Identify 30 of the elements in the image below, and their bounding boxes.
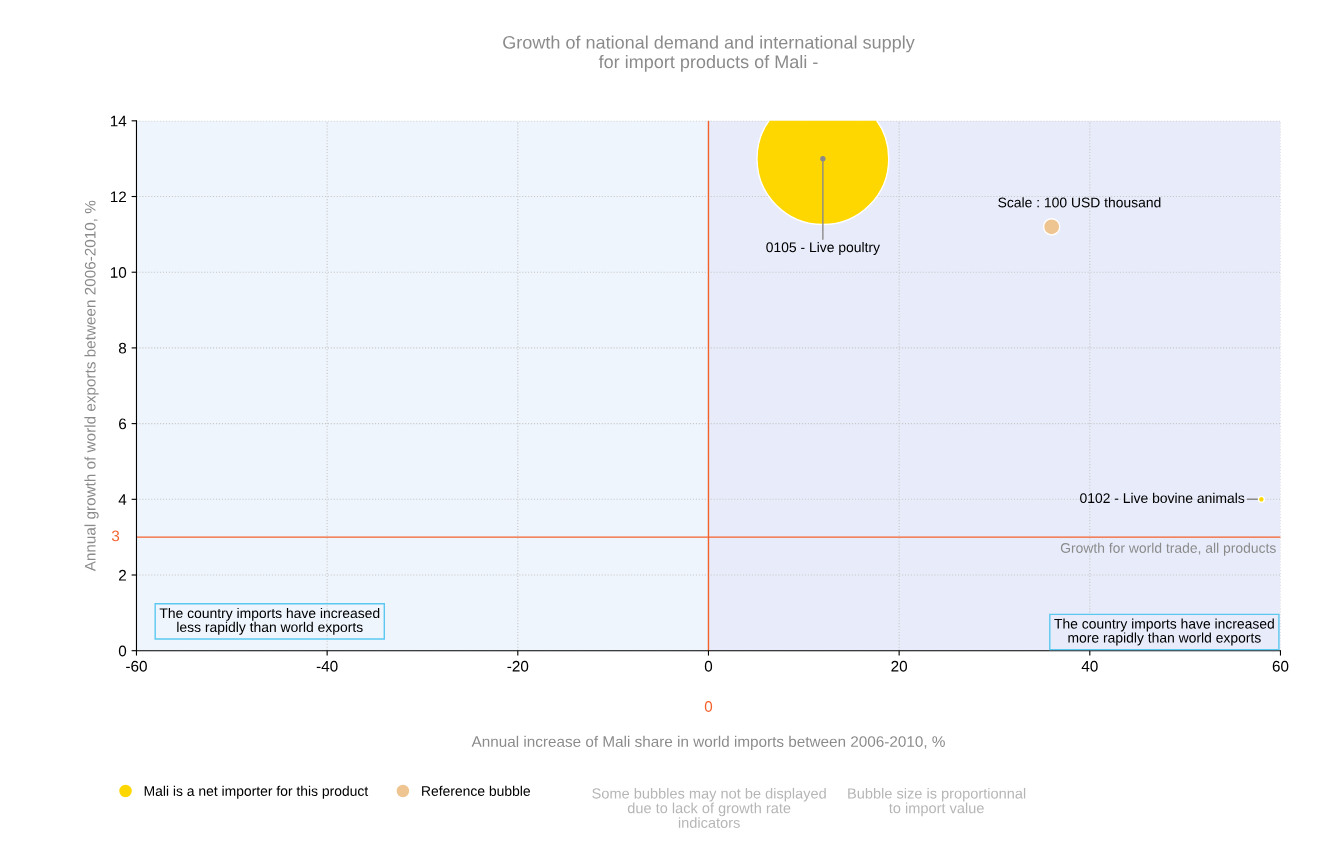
y-tick-label: 14 bbox=[110, 115, 127, 127]
y-tick-label: 8 bbox=[118, 342, 127, 354]
annotation: The country imports have increased less rapidly than world exports bbox=[159, 607, 380, 635]
annotation: 0102 - Live bovine animals bbox=[1080, 492, 1245, 504]
text: Bubble size is proportionnal to import value bbox=[848, 787, 1026, 817]
annotation: Growth for world trade, all products bbox=[1060, 542, 1276, 556]
x-tick-label: 0 bbox=[704, 660, 713, 672]
legend-label: Reference bubble bbox=[422, 785, 530, 796]
y-tick-label: 0 bbox=[118, 645, 127, 657]
x-axis-title: Annual increase of Mali share in world imports between 2006-2010, % bbox=[471, 735, 945, 751]
x-tick-label: 20 bbox=[891, 660, 908, 672]
x-tick-label: -20 bbox=[507, 660, 529, 672]
y-tick-label: 10 bbox=[110, 267, 127, 278]
text: Some bubbles may not be displayed due to lack of growth rate indicators bbox=[592, 787, 826, 828]
y-axis-title: Annual growth of world exports between 2006-2010, % bbox=[84, 200, 99, 572]
ref-line-label: 0 bbox=[704, 701, 713, 712]
y-tick-label: 6 bbox=[119, 418, 127, 430]
y-tick-label: 12 bbox=[110, 191, 126, 203]
y-tick-label: 4 bbox=[118, 494, 127, 505]
x-tick-label: -40 bbox=[316, 660, 338, 672]
x-tick-label: 60 bbox=[1272, 660, 1289, 672]
annotation: The country imports have increased more rapidly than world exports bbox=[1054, 618, 1274, 646]
annotation: Scale : 100 USD thousand bbox=[998, 197, 1161, 208]
chart-title: Growth of national demand and international supply for import products of Mali - bbox=[503, 35, 915, 72]
x-tick-label: -60 bbox=[126, 660, 147, 672]
y-tick-label: 2 bbox=[119, 569, 126, 581]
x-tick-label: 40 bbox=[1081, 660, 1098, 672]
ref-line-label: 3 bbox=[111, 530, 120, 542]
legend-label: Mali is a net importer for this product bbox=[144, 785, 369, 799]
annotation: 0105 - Live poultry bbox=[766, 242, 880, 255]
